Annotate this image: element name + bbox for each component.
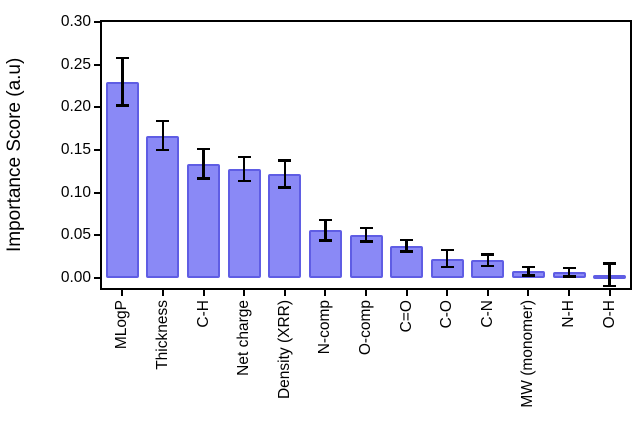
x-tick	[568, 290, 571, 296]
x-tick-label: Thickness	[153, 300, 171, 370]
x-tick	[365, 290, 367, 296]
error-bar	[324, 220, 327, 241]
bar	[187, 163, 221, 279]
x-tick	[202, 290, 205, 296]
error-bar	[202, 149, 205, 179]
error-bar-cap	[115, 104, 129, 107]
y-tick	[94, 191, 100, 194]
y-tick-label: 0.00	[60, 269, 91, 287]
y-tick-label: 0.05	[60, 226, 91, 244]
bar	[146, 135, 180, 279]
x-tick-label: C=O	[397, 300, 415, 333]
error-bar-cap	[521, 265, 535, 269]
error-bar-cap	[400, 238, 414, 241]
y-tick-label: 0.25	[60, 55, 91, 73]
error-bar-cap	[359, 240, 373, 243]
error-bar	[486, 254, 490, 267]
x-tick	[324, 290, 327, 296]
error-bar-cap	[115, 56, 129, 60]
y-tick	[94, 106, 100, 109]
error-bar	[608, 263, 611, 286]
error-bar	[121, 57, 124, 106]
error-bar-cap	[562, 275, 576, 278]
x-tick-label: Density (XRR)	[275, 300, 293, 400]
error-bar	[161, 121, 165, 151]
error-bar	[527, 267, 530, 276]
y-tick-label: 0.15	[60, 141, 91, 159]
x-tick	[283, 290, 286, 296]
error-bar	[364, 227, 368, 242]
error-bar-cap	[400, 250, 414, 253]
error-bar	[567, 267, 571, 277]
x-tick-label: O-H	[600, 300, 618, 329]
error-bar-cap	[278, 159, 292, 162]
x-tick-label: C-O	[438, 300, 456, 329]
x-tick-label: O-comp	[357, 300, 374, 356]
error-bar-cap	[197, 177, 211, 180]
x-tick	[446, 290, 449, 296]
error-bar-cap	[156, 148, 170, 152]
error-bar	[242, 156, 246, 181]
error-bar-cap	[603, 262, 617, 265]
y-tick	[94, 63, 100, 66]
y-tick-label: 0.20	[60, 98, 91, 116]
bar	[105, 81, 139, 279]
error-bar-cap	[481, 264, 495, 268]
error-bar-cap	[197, 147, 211, 151]
x-tick	[161, 290, 164, 296]
error-bar-cap	[603, 284, 617, 288]
y-tick	[94, 234, 100, 237]
x-tick-label: MW (monomer)	[519, 300, 537, 408]
error-bar	[445, 250, 449, 268]
x-tick	[608, 290, 611, 296]
y-tick	[94, 277, 100, 280]
y-tick-label: 0.30	[60, 13, 91, 30]
x-tick	[486, 290, 489, 296]
bar	[227, 168, 261, 279]
error-bar	[405, 239, 408, 252]
x-tick	[243, 290, 246, 296]
y-tick	[94, 149, 100, 152]
x-tick-label: C-N	[478, 300, 496, 328]
x-tick-label: N-H	[560, 300, 578, 328]
error-bar-cap	[278, 186, 292, 189]
x-tick	[405, 290, 408, 296]
y-axis-title: Importance Score (a.u)	[4, 57, 25, 253]
error-bar-cap	[562, 266, 576, 270]
y-tick-label: 0.10	[60, 183, 91, 201]
error-bar-cap	[237, 155, 251, 159]
error-bar	[283, 160, 287, 188]
x-tick-label: Net charge	[235, 300, 253, 376]
error-bar-cap	[237, 179, 251, 183]
error-bar-cap	[521, 274, 535, 277]
x-tick-label: N-comp	[316, 300, 334, 355]
error-bar-cap	[440, 248, 454, 252]
error-bar-cap	[359, 226, 373, 230]
y-tick	[94, 21, 100, 23]
error-bar-cap	[156, 119, 170, 123]
bar	[268, 174, 302, 279]
x-tick	[527, 290, 530, 296]
x-tick	[121, 290, 124, 296]
plot-area	[100, 20, 632, 290]
error-bar-cap	[440, 265, 454, 269]
x-tick-label: C-H	[194, 300, 212, 328]
error-bar-cap	[481, 253, 495, 256]
error-bar-cap	[318, 239, 332, 242]
error-bar-cap	[318, 218, 332, 222]
x-tick-label: MLogP	[113, 300, 131, 350]
